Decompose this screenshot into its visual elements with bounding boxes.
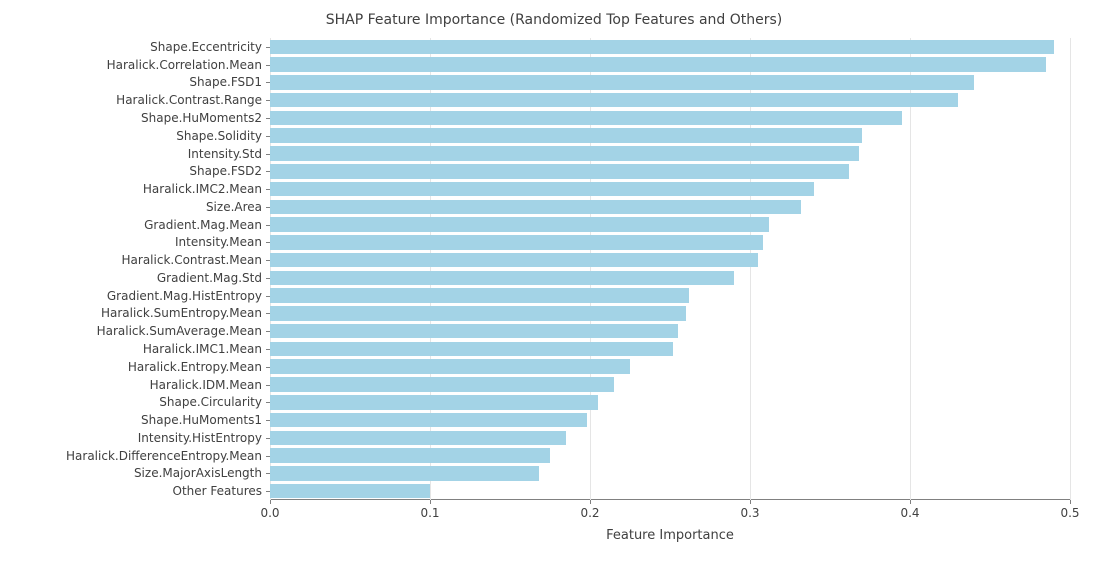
y-tick-mark xyxy=(266,367,270,368)
x-tick-label: 0.3 xyxy=(740,500,759,520)
y-tick-label: Haralick.DifferenceEntropy.Mean xyxy=(66,449,270,463)
y-tick-mark xyxy=(266,189,270,190)
y-tick-mark xyxy=(266,491,270,492)
y-tick-mark xyxy=(266,154,270,155)
y-tick-mark xyxy=(266,100,270,101)
y-tick-label: Haralick.Entropy.Mean xyxy=(128,360,270,374)
y-tick-mark xyxy=(266,225,270,226)
y-tick-label: Shape.Circularity xyxy=(159,395,270,409)
bar xyxy=(270,57,1046,72)
bar xyxy=(270,288,689,303)
x-axis-label: Feature Importance xyxy=(270,528,1070,543)
bar xyxy=(270,128,862,143)
bar xyxy=(270,431,566,446)
x-tick-label: 0.0 xyxy=(260,500,279,520)
bar xyxy=(270,93,958,108)
bar xyxy=(270,306,686,321)
plot-area: 0.00.10.20.30.40.5Shape.EccentricityHara… xyxy=(270,38,1070,500)
y-tick-label: Gradient.Mag.Mean xyxy=(144,218,270,232)
bar xyxy=(270,377,614,392)
y-tick-mark xyxy=(266,82,270,83)
y-tick-label: Gradient.Mag.Std xyxy=(157,271,270,285)
y-tick-label: Shape.Solidity xyxy=(176,129,270,143)
y-tick-label: Shape.FSD2 xyxy=(189,164,270,178)
y-tick-mark xyxy=(266,136,270,137)
y-tick-mark xyxy=(266,349,270,350)
bar xyxy=(270,200,801,215)
y-tick-label: Size.MajorAxisLength xyxy=(134,466,270,480)
chart-title: SHAP Feature Importance (Randomized Top … xyxy=(0,12,1108,28)
bar xyxy=(270,448,550,463)
y-tick-label: Shape.HuMoments1 xyxy=(141,413,270,427)
bar xyxy=(270,413,587,428)
y-tick-mark xyxy=(266,402,270,403)
bar xyxy=(270,342,673,357)
y-tick-mark xyxy=(266,313,270,314)
axis-spine-bottom xyxy=(270,499,1070,500)
y-tick-label: Haralick.Contrast.Mean xyxy=(122,253,270,267)
bar xyxy=(270,182,814,197)
y-tick-label: Intensity.Mean xyxy=(175,235,270,249)
y-tick-label: Haralick.IMC2.Mean xyxy=(143,182,270,196)
bar xyxy=(270,75,974,90)
y-tick-mark xyxy=(266,65,270,66)
bar xyxy=(270,217,769,232)
bar xyxy=(270,359,630,374)
x-tick-label: 0.4 xyxy=(900,500,919,520)
y-tick-label: Gradient.Mag.HistEntropy xyxy=(107,289,270,303)
y-tick-mark xyxy=(266,438,270,439)
bar xyxy=(270,253,758,268)
y-tick-mark xyxy=(266,473,270,474)
bar xyxy=(270,111,902,126)
bar xyxy=(270,235,763,250)
y-tick-label: Intensity.Std xyxy=(188,147,270,161)
y-tick-mark xyxy=(266,207,270,208)
y-tick-label: Size.Area xyxy=(206,200,270,214)
y-tick-label: Intensity.HistEntropy xyxy=(138,431,270,445)
y-tick-mark xyxy=(266,260,270,261)
y-tick-label: Haralick.IDM.Mean xyxy=(150,378,270,392)
y-tick-label: Other Features xyxy=(173,484,270,498)
bar xyxy=(270,40,1054,55)
y-tick-label: Haralick.SumEntropy.Mean xyxy=(101,306,270,320)
y-tick-mark xyxy=(266,278,270,279)
x-gridline xyxy=(1070,38,1071,500)
bar xyxy=(270,271,734,286)
y-tick-mark xyxy=(266,296,270,297)
y-tick-label: Haralick.IMC1.Mean xyxy=(143,342,270,356)
x-tick-label: 0.5 xyxy=(1060,500,1079,520)
y-tick-mark xyxy=(266,242,270,243)
y-tick-mark xyxy=(266,456,270,457)
y-tick-mark xyxy=(266,118,270,119)
y-tick-mark xyxy=(266,331,270,332)
y-tick-label: Shape.FSD1 xyxy=(189,75,270,89)
bar xyxy=(270,146,859,161)
y-tick-label: Shape.HuMoments2 xyxy=(141,111,270,125)
bar xyxy=(270,395,598,410)
bar xyxy=(270,164,849,179)
y-tick-label: Shape.Eccentricity xyxy=(150,40,270,54)
y-tick-label: Haralick.Correlation.Mean xyxy=(107,58,270,72)
x-tick-label: 0.1 xyxy=(420,500,439,520)
bar xyxy=(270,466,539,481)
y-tick-mark xyxy=(266,171,270,172)
y-tick-label: Haralick.SumAverage.Mean xyxy=(97,324,270,338)
chart-container: SHAP Feature Importance (Randomized Top … xyxy=(0,0,1108,565)
bar xyxy=(270,324,678,339)
x-tick-label: 0.2 xyxy=(580,500,599,520)
y-tick-mark xyxy=(266,47,270,48)
bar xyxy=(270,484,430,499)
y-tick-mark xyxy=(266,420,270,421)
y-tick-label: Haralick.Contrast.Range xyxy=(116,93,270,107)
y-tick-mark xyxy=(266,385,270,386)
